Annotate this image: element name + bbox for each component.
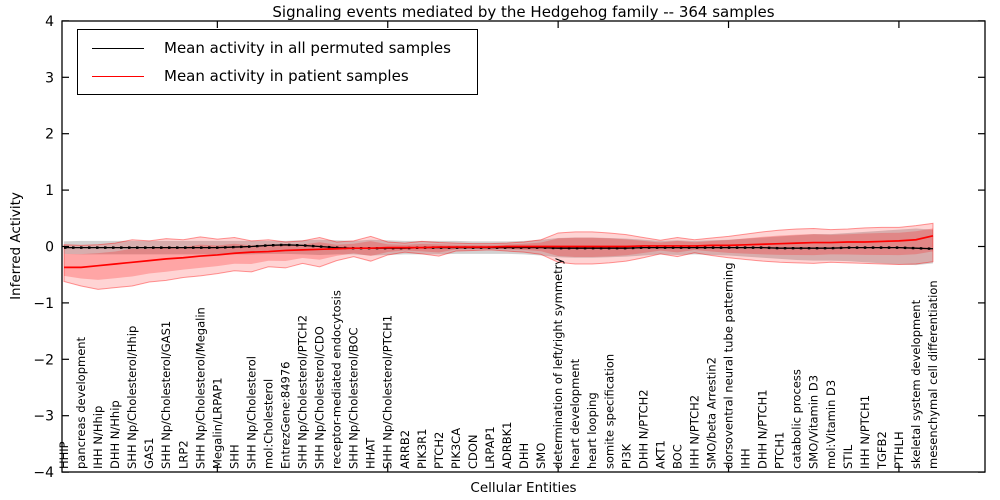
x-tick-label: mol:Cholesterol bbox=[261, 379, 275, 469]
x-tick-label: DHH N/PTCH2 bbox=[636, 389, 650, 469]
x-tick-label: SMO/beta Arrestin2 bbox=[704, 357, 718, 469]
x-tick-label: heart development bbox=[568, 358, 582, 469]
x-tick-label: IHH N/PTCH2 bbox=[687, 395, 701, 469]
y-tick-label: −2 bbox=[33, 352, 54, 368]
x-tick-label: DHH N/PTCH1 bbox=[756, 389, 770, 469]
x-axis-title: Cellular Entities bbox=[470, 480, 577, 496]
x-tick-label: ADRBK1 bbox=[500, 422, 514, 469]
x-tick-label: STIL bbox=[841, 444, 855, 469]
legend-label-permuted: Mean activity in all permuted samples bbox=[164, 39, 451, 57]
legend-item-permuted: Mean activity in all permuted samples bbox=[92, 39, 451, 57]
x-tick-label: HHAT bbox=[364, 437, 378, 469]
x-tick-label: CDON bbox=[466, 434, 480, 469]
patient-mean-line bbox=[64, 234, 934, 269]
x-tick-label: IHH N/Hhip bbox=[91, 406, 105, 469]
x-tick-label: SHH bbox=[227, 444, 241, 469]
chart-title: Signaling events mediated by the Hedgeho… bbox=[272, 3, 775, 21]
y-tick-label: −4 bbox=[33, 465, 54, 481]
y-tick-label: 1 bbox=[45, 183, 54, 199]
legend-label-patient: Mean activity in patient samples bbox=[164, 67, 409, 85]
x-tick-label: determination of left/right symmetry bbox=[551, 258, 565, 469]
x-tick-label: IHH N/PTCH1 bbox=[858, 395, 872, 469]
x-tick-label: SMO bbox=[534, 443, 548, 469]
x-tick-label: PTCH1 bbox=[773, 432, 787, 469]
x-tick-label: BOC bbox=[670, 444, 684, 469]
x-tick-label: skeletal system development bbox=[909, 299, 923, 469]
x-tick-label: SHH Np/Cholesterol/CDO bbox=[313, 326, 327, 469]
x-tick-label: DHH bbox=[517, 443, 531, 469]
patient-std-band-core bbox=[64, 228, 933, 280]
x-tick-label: TGFB2 bbox=[875, 431, 889, 470]
x-tick-label: PIK3R1 bbox=[415, 429, 429, 470]
x-tick-label: PIK3CA bbox=[449, 428, 463, 469]
x-tick-label: somite specification bbox=[602, 354, 616, 469]
permuted-line-swatch bbox=[92, 47, 144, 49]
y-tick-label: −1 bbox=[33, 296, 54, 312]
y-tick-label: 2 bbox=[45, 127, 54, 143]
permuted-mean-markers bbox=[64, 243, 934, 250]
x-tick-label: catabolic process bbox=[790, 369, 804, 469]
x-tick-label: ARRB2 bbox=[398, 430, 412, 469]
x-tick-label: IHH bbox=[739, 448, 753, 469]
x-tick-label: GAS1 bbox=[142, 438, 156, 469]
x-tick-label: SHH Np/Cholesterol/Hhip bbox=[125, 326, 139, 469]
y-tick-label: −3 bbox=[33, 409, 54, 425]
x-tick-label: PI3K bbox=[619, 443, 633, 469]
y-tick-label: 3 bbox=[45, 70, 54, 86]
legend: Mean activity in all permuted samples Me… bbox=[77, 29, 478, 95]
x-tick-label: pancreas development bbox=[74, 336, 88, 469]
x-tick-label: LRPAP1 bbox=[483, 426, 497, 469]
y-tick-label: 0 bbox=[45, 240, 54, 256]
x-tick-label: Megalin/LRPAP1 bbox=[210, 377, 224, 469]
x-tick-label: heart looping bbox=[585, 392, 599, 469]
x-tick-label: SHH Np/Cholesterol/GAS1 bbox=[159, 321, 173, 469]
x-tick-label: SHH Np/Cholesterol/PTCH2 bbox=[296, 315, 310, 469]
x-tick-label: SHH Np/Cholesterol/BOC bbox=[347, 327, 361, 469]
x-tick-label: mol:Vitamin D3 bbox=[824, 380, 838, 469]
x-tick-label: PTHLH bbox=[892, 431, 906, 469]
x-tick-label: receptor-mediated endocytosis bbox=[330, 290, 344, 469]
x-tick-label: LRP2 bbox=[176, 440, 190, 469]
patient-line-swatch bbox=[92, 75, 144, 77]
x-tick-label: SHH Np/Cholesterol/Megalin bbox=[193, 307, 207, 469]
x-tick-label: DHH N/Hhip bbox=[108, 400, 122, 469]
x-tick-label: AKT1 bbox=[653, 440, 667, 469]
x-tick-label: dorsoventral neural tube patterning bbox=[722, 262, 736, 469]
y-axis-title: Inferred Activity bbox=[8, 192, 24, 300]
x-tick-label: SMO/Vitamin D3 bbox=[807, 375, 821, 469]
legend-item-patient: Mean activity in patient samples bbox=[92, 67, 451, 85]
x-tick-label: SHH Np/Cholesterol/PTCH1 bbox=[381, 315, 395, 469]
x-tick-label: mesenchymal cell differentiation bbox=[926, 280, 940, 469]
x-tick-label: SHH Np/Cholesterol bbox=[244, 356, 258, 469]
x-tick-label: EntrezGene:84976 bbox=[279, 362, 293, 469]
y-tick-label: 4 bbox=[45, 14, 54, 30]
x-tick-label: HHIP bbox=[57, 441, 71, 469]
patient-std-band bbox=[63, 222, 934, 290]
x-tick-label: PTCH2 bbox=[432, 432, 446, 469]
